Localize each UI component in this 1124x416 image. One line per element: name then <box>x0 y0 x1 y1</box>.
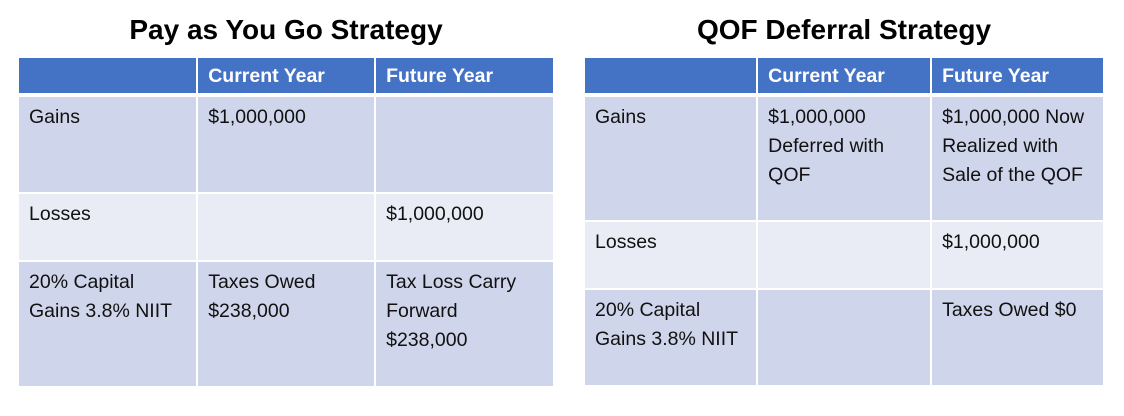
table-row: Losses $1,000,000 <box>585 222 1103 288</box>
header-cell <box>585 58 757 95</box>
table-cell: $1,000,000 <box>932 222 1103 288</box>
table-row: 20% Capital Gains 3.8% NIIT Taxes Owed $… <box>585 290 1103 385</box>
table-cell: Taxes Owed $0 <box>932 290 1103 385</box>
header-future-year: Future Year <box>376 58 553 95</box>
pay-as-you-go-table: Current Year Future Year Gains $1,000,00… <box>17 56 555 388</box>
table-cell: $1,000,000 <box>376 194 553 260</box>
table-cell <box>198 194 375 260</box>
table-row: Gains $1,000,000 Deferred with QOF $1,00… <box>585 97 1103 220</box>
qof-deferral-table: Current Year Future Year Gains $1,000,00… <box>583 56 1105 387</box>
table-cell <box>758 290 931 385</box>
table-header-row: Current Year Future Year <box>585 58 1103 95</box>
row-label: Losses <box>19 194 197 260</box>
row-label: 20% Capital Gains 3.8% NIIT <box>19 262 197 386</box>
header-current-year: Current Year <box>758 58 931 95</box>
table-cell: $1,000,000 <box>198 97 375 192</box>
header-cell <box>19 58 197 95</box>
row-label: Losses <box>585 222 757 288</box>
table-row: 20% Capital Gains 3.8% NIIT Taxes Owed $… <box>19 262 553 386</box>
table-row: Losses $1,000,000 <box>19 194 553 260</box>
row-label: Gains <box>585 97 757 220</box>
table-cell <box>376 97 553 192</box>
left-table-title: Pay as You Go Strategy <box>129 14 443 45</box>
table-cell: $1,000,000 Deferred with QOF <box>758 97 931 220</box>
table-row: Gains $1,000,000 <box>19 97 553 192</box>
table-cell: Taxes Owed $238,000 <box>198 262 375 386</box>
row-label: Gains <box>19 97 197 192</box>
table-header-row: Current Year Future Year <box>19 58 553 95</box>
table-cell <box>758 222 931 288</box>
table-cell: $1,000,000 Now Realized with Sale of the… <box>932 97 1103 220</box>
header-future-year: Future Year <box>932 58 1103 95</box>
row-label: 20% Capital Gains 3.8% NIIT <box>585 290 757 385</box>
table-cell: Tax Loss Carry Forward $238,000 <box>376 262 553 386</box>
header-current-year: Current Year <box>198 58 375 95</box>
right-table-title: QOF Deferral Strategy <box>696 14 992 45</box>
